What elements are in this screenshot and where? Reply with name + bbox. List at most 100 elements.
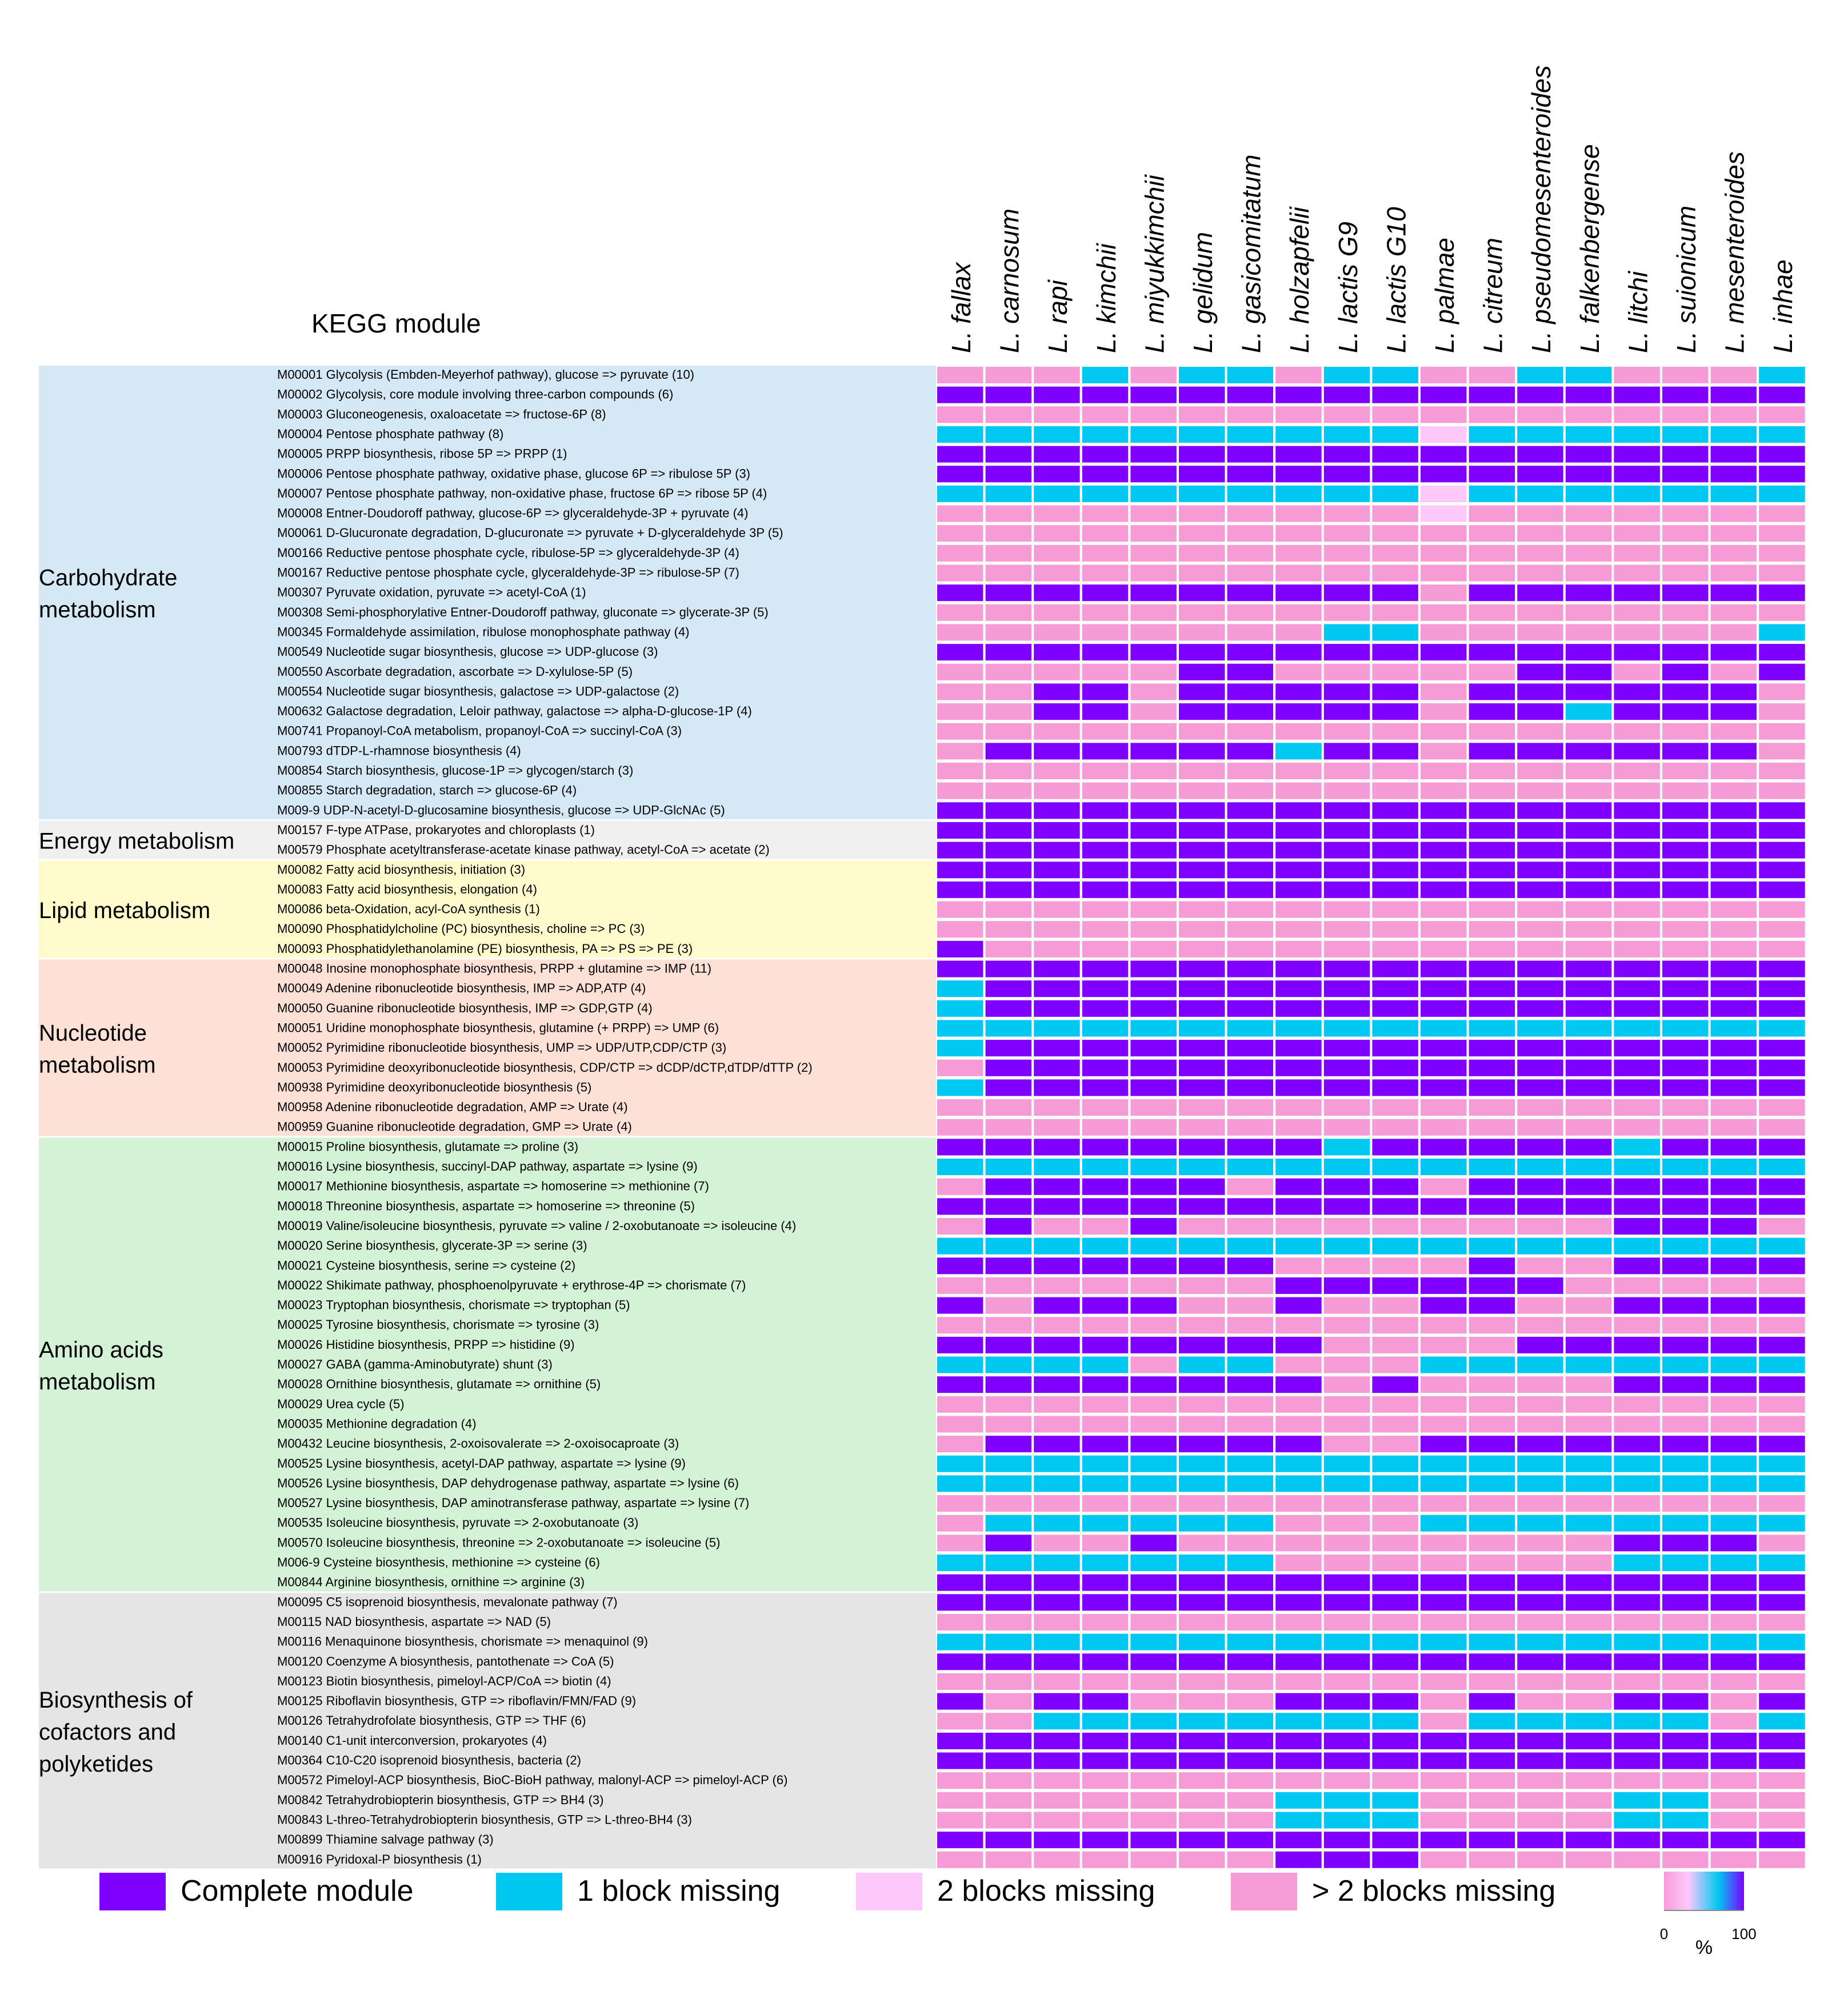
heatmap-cell bbox=[1227, 466, 1274, 483]
heatmap-cell bbox=[1130, 723, 1177, 740]
legend: Complete module 1 block missing 2 blocks m… bbox=[99, 1873, 1555, 1910]
heatmap-cell bbox=[1372, 1099, 1418, 1116]
heatmap-cell bbox=[937, 485, 983, 502]
heatmap-cell bbox=[1275, 1099, 1322, 1116]
heatmap-cell bbox=[1372, 1594, 1418, 1611]
heatmap-cell bbox=[1517, 1336, 1563, 1353]
heatmap-cell bbox=[1179, 1020, 1225, 1037]
heatmap-cell bbox=[1130, 1297, 1177, 1314]
heatmap-cell bbox=[1614, 426, 1660, 443]
heatmap-cell bbox=[1421, 1673, 1467, 1690]
heatmap-cell bbox=[1323, 921, 1370, 938]
heatmap-cell bbox=[937, 1237, 983, 1255]
heatmap-cell bbox=[937, 1059, 983, 1076]
heatmap-cell bbox=[1372, 683, 1418, 700]
heatmap-cell bbox=[1614, 1832, 1660, 1849]
heatmap-cell bbox=[1469, 1198, 1515, 1215]
heatmap-cell bbox=[1614, 1139, 1660, 1156]
heatmap-cell bbox=[1372, 1455, 1418, 1472]
heatmap-cell bbox=[1275, 1277, 1322, 1294]
heatmap-cell bbox=[1710, 466, 1757, 483]
heatmap-cell bbox=[1421, 1317, 1467, 1334]
heatmap-cell bbox=[985, 1277, 1032, 1294]
heatmap-cell bbox=[1130, 1059, 1177, 1076]
heatmap-cell bbox=[937, 802, 983, 819]
heatmap-cell bbox=[1565, 1356, 1612, 1373]
heatmap-cell bbox=[1372, 1535, 1418, 1552]
module-label: M00083 Fatty acid biosynthesis, elongati… bbox=[277, 882, 537, 896]
heatmap-cell bbox=[1662, 1772, 1709, 1789]
heatmap-cell bbox=[1323, 1336, 1370, 1353]
module-label: M00002 Glycolysis, core module involving… bbox=[277, 387, 673, 402]
heatmap-cell bbox=[1130, 1336, 1177, 1353]
heatmap-cell bbox=[937, 743, 983, 760]
heatmap-cell bbox=[937, 1693, 983, 1710]
heatmap-cell bbox=[1614, 604, 1660, 621]
heatmap-cell bbox=[1517, 1277, 1563, 1294]
heatmap-cell bbox=[1082, 743, 1129, 760]
heatmap-cell bbox=[1421, 1178, 1467, 1195]
heatmap-cell bbox=[1082, 921, 1129, 938]
heatmap-cell bbox=[1130, 1099, 1177, 1116]
heatmap-cell bbox=[1227, 1436, 1274, 1453]
heatmap-cell bbox=[1565, 1079, 1612, 1096]
heatmap-cell bbox=[1759, 1099, 1805, 1116]
heatmap-cell bbox=[1130, 1673, 1177, 1690]
heatmap-cell bbox=[985, 544, 1032, 562]
heatmap-cell bbox=[1323, 980, 1370, 998]
heatmap-cell bbox=[1323, 1594, 1370, 1611]
heatmap-cell bbox=[1034, 1297, 1080, 1314]
heatmap-cell bbox=[1323, 940, 1370, 958]
heatmap-cell bbox=[1372, 624, 1418, 641]
heatmap-cell bbox=[937, 980, 983, 998]
heatmap-cell bbox=[1469, 1099, 1515, 1116]
heatmap-cell bbox=[1710, 1732, 1757, 1749]
heatmap-cell bbox=[1130, 485, 1177, 502]
heatmap-cell bbox=[985, 763, 1032, 779]
heatmap-cell bbox=[1082, 1613, 1129, 1631]
heatmap-cell bbox=[1227, 1119, 1274, 1136]
heatmap-cell bbox=[1227, 782, 1274, 799]
heatmap-cell bbox=[1759, 1336, 1805, 1353]
heatmap-cell bbox=[1179, 1217, 1225, 1235]
heatmap-cell bbox=[1034, 901, 1080, 918]
module-label: M00018 Threonine biosynthesis, aspartate… bbox=[277, 1199, 695, 1213]
heatmap-cell bbox=[1469, 1693, 1515, 1710]
heatmap-cell bbox=[1227, 960, 1274, 978]
heatmap-cell bbox=[1710, 1139, 1757, 1156]
heatmap-cell bbox=[1130, 1475, 1177, 1492]
heatmap-cell bbox=[1372, 1633, 1418, 1651]
module-label: M00095 C5 isoprenoid biosynthesis, meval… bbox=[277, 1595, 618, 1609]
heatmap-cell bbox=[1517, 1217, 1563, 1235]
heatmap-cell bbox=[1517, 1653, 1563, 1671]
heatmap-cell bbox=[1227, 1495, 1274, 1512]
heatmap-cell bbox=[1710, 485, 1757, 502]
heatmap-cell bbox=[937, 1396, 983, 1413]
heatmap-cell bbox=[937, 1515, 983, 1532]
heatmap-cell bbox=[937, 1079, 983, 1096]
module-label: M00028 Ornithine biosynthesis, glutamate… bbox=[277, 1377, 601, 1391]
heatmap-cell bbox=[1421, 1732, 1467, 1749]
heatmap-cell bbox=[937, 584, 983, 602]
heatmap-cell bbox=[1759, 1792, 1805, 1809]
category-label: polyketides bbox=[39, 1752, 153, 1777]
heatmap-cell bbox=[1759, 1772, 1805, 1789]
module-label: M00086 beta-Oxidation, acyl-CoA synthesi… bbox=[277, 902, 540, 916]
heatmap-cell bbox=[1614, 782, 1660, 799]
heatmap-cell bbox=[985, 1396, 1032, 1413]
heatmap-cell bbox=[937, 1673, 983, 1690]
heatmap-cell bbox=[1082, 544, 1129, 562]
heatmap-cell bbox=[1710, 1040, 1757, 1057]
heatmap-cell bbox=[1275, 466, 1322, 483]
heatmap-cell bbox=[1130, 743, 1177, 760]
heatmap-cell bbox=[1421, 644, 1467, 661]
heatmap-cell bbox=[1130, 1792, 1177, 1809]
heatmap-cell bbox=[1759, 862, 1805, 879]
heatmap-cell bbox=[1130, 663, 1177, 680]
heatmap-cell bbox=[1275, 1574, 1322, 1591]
heatmap-cell bbox=[1565, 644, 1612, 661]
heatmap-cell bbox=[1227, 1455, 1274, 1472]
heatmap-cell bbox=[1710, 564, 1757, 582]
species-label: L. mesenteroides bbox=[1720, 151, 1750, 353]
heatmap-cell bbox=[1469, 1812, 1515, 1829]
